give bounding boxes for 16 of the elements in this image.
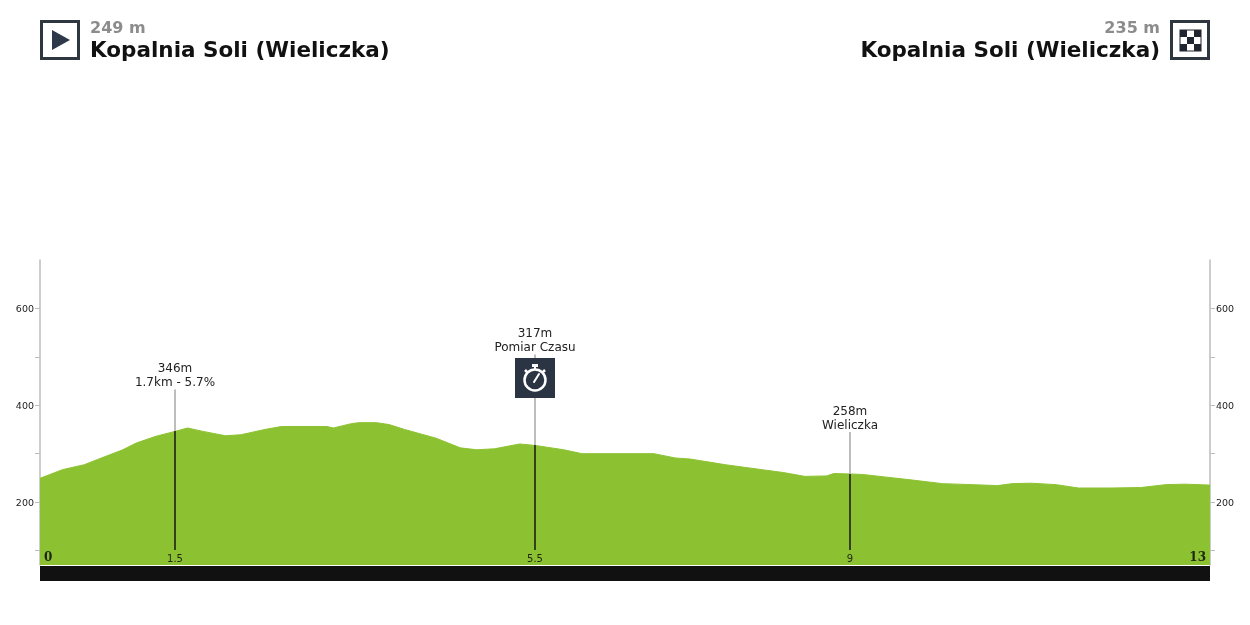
y-tick-label: 600 [15,302,34,314]
y2-tick-label: 400 [1216,399,1235,411]
y-tick-label: 200 [15,496,34,508]
x-tick-label: 0 [44,550,53,564]
y2-tick-label: 600 [1216,302,1235,314]
text: 235 m Kopalnia Soli (Wieliczka) [860,18,1160,62]
x-tick-label: 1.5 [167,552,183,564]
annotation: 258m Wieliczka [822,403,878,432]
text: 249 m Kopalnia Soli (Wieliczka) [90,18,390,62]
x-tick-label: 13 [1189,550,1206,564]
y-tick-label: 400 [15,399,34,411]
x-tick-label: 9 [846,552,854,564]
x-tick-label: 5.5 [527,552,543,564]
y2-tick-label: 200 [1216,496,1235,508]
annotation: 346m 1.7km - 5.7% [134,361,216,390]
annotation: 317m Pomiar Czasu [494,326,576,355]
